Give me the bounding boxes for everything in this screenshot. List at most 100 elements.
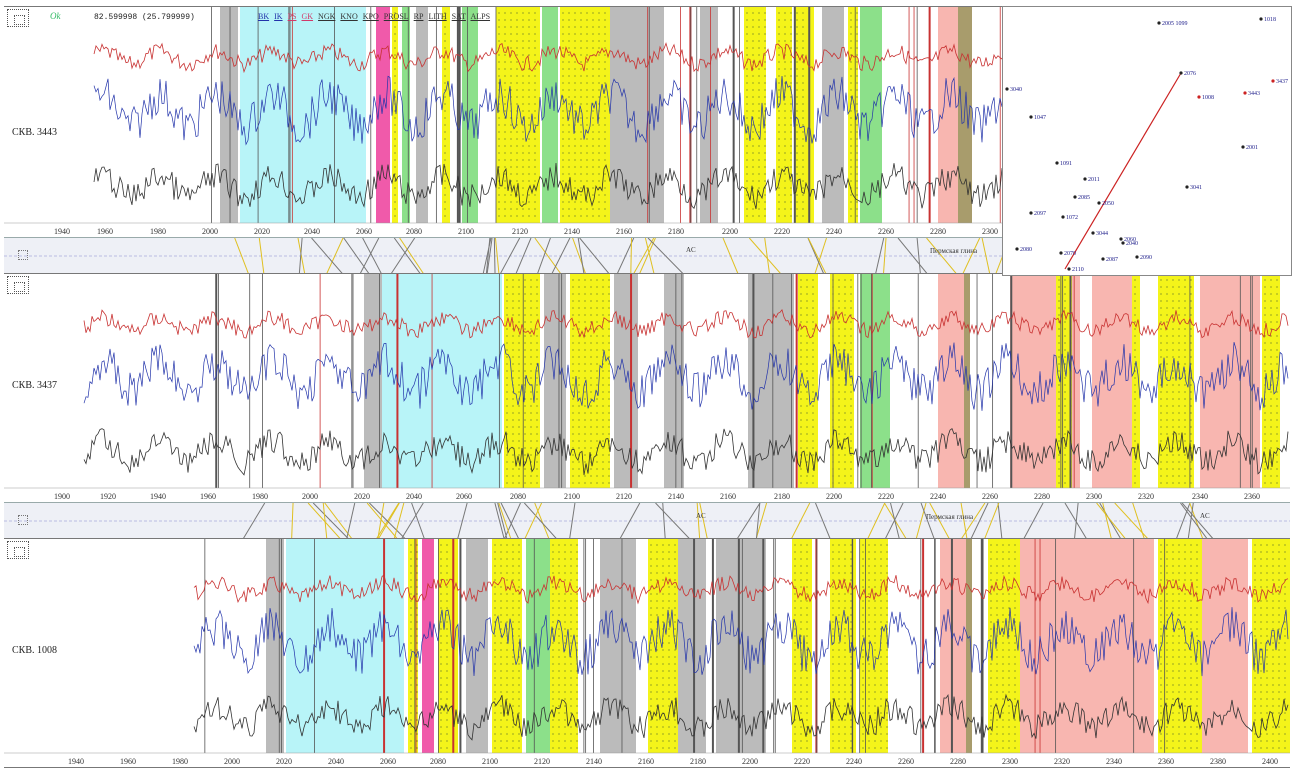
facies-dot <box>524 398 526 400</box>
facies-dot <box>650 726 652 728</box>
facies-dot <box>796 68 798 70</box>
log-plot-3443[interactable]: 1940 1960 1980 2000 2020 2040 2060 2080 2100 2120… <box>4 7 1290 237</box>
curve-tab[interactable]: NGK <box>318 12 336 21</box>
facies-dot <box>862 593 864 595</box>
facies-dot <box>578 307 580 309</box>
correlation-line <box>485 238 491 274</box>
facies-dot <box>1184 293 1186 295</box>
facies-dot <box>498 12 500 14</box>
curve-tab[interactable]: PROSL <box>383 12 409 21</box>
correlation-line <box>929 503 950 539</box>
curve-tab[interactable]: KPO <box>362 12 379 21</box>
facies-dot <box>1196 684 1198 686</box>
track-select-icon[interactable] <box>7 276 29 294</box>
facies-dot <box>506 286 508 288</box>
facies-dot <box>598 12 600 14</box>
curve-tab[interactable]: BK <box>258 12 270 21</box>
map-plot[interactable]: 2005 10991018207610083443304010473437200… <box>1003 7 1291 275</box>
facies-dot <box>806 307 808 309</box>
facies-dot <box>862 705 864 707</box>
facies-dot <box>812 286 814 288</box>
facies-dot <box>1254 740 1256 742</box>
curve-tab[interactable]: RP <box>413 12 424 21</box>
depth-tick-label: 2160 <box>638 757 654 766</box>
curve-tab[interactable]: GK <box>301 12 314 21</box>
facies-dot <box>1266 649 1268 651</box>
facies-dot <box>662 740 664 742</box>
facies-band <box>664 274 684 488</box>
facies-dot <box>674 684 676 686</box>
log-plot-1008[interactable]: 1940 1960 1980 2000 2020 2040 2060 2080 2100 2120… <box>4 539 1290 767</box>
correlation-line <box>366 503 398 539</box>
facies-dot <box>844 440 846 442</box>
facies-dot <box>512 705 514 707</box>
facies-dot <box>1284 684 1286 686</box>
facies-dot <box>494 600 496 602</box>
facies-dot <box>886 544 888 546</box>
facies-dot <box>990 642 992 644</box>
facies-dot <box>662 670 664 672</box>
facies-dot <box>512 663 514 665</box>
facies-dot <box>1260 705 1262 707</box>
facies-dot <box>446 747 448 749</box>
facies-dot <box>516 159 518 161</box>
facies-dot <box>1178 607 1180 609</box>
facies-dot <box>572 468 574 470</box>
facies-dot <box>1276 398 1278 400</box>
facies-dot <box>844 335 846 337</box>
well-location-map[interactable]: 2005 1099 1018 2076 1008 3443 3040 1047 3437 200… <box>1002 6 1292 276</box>
facies-dot <box>1284 649 1286 651</box>
facies-dot <box>512 600 514 602</box>
facies-dot <box>1184 572 1186 574</box>
facies-dot <box>758 117 760 119</box>
facies-dot <box>1266 684 1268 686</box>
facies-dot <box>990 635 992 637</box>
facies-dot <box>572 426 574 428</box>
facies-dot <box>1254 551 1256 553</box>
facies-dot <box>802 208 804 210</box>
map-well-label: 2070 <box>1064 251 1076 257</box>
facies-dot <box>572 279 574 281</box>
facies-dot <box>832 607 834 609</box>
correlation-strip-2[interactable]: AC Пермская глина AC <box>4 502 1290 540</box>
facies-dot <box>604 208 606 210</box>
facies-dot <box>506 377 508 379</box>
curve-tab[interactable]: IK <box>274 12 283 21</box>
facies-dot <box>844 342 846 344</box>
curve-tab[interactable]: KNO <box>340 12 358 21</box>
facies-dot <box>1008 593 1010 595</box>
facies-dot <box>850 593 852 595</box>
curve-tab[interactable]: LITH <box>428 12 447 21</box>
facies-dot <box>850 201 852 203</box>
facies-dot <box>562 124 564 126</box>
facies-dot <box>784 138 786 140</box>
curve-tab[interactable]: PS <box>287 12 297 21</box>
well-track-3437[interactable]: 1900 1920 1940 1960 1980 2000 2020 2040 2060 2080… <box>4 273 1290 503</box>
facies-dot <box>812 391 814 393</box>
correlation-line <box>755 503 761 539</box>
facies-dot <box>764 68 766 70</box>
curve-tab[interactable]: SAT <box>451 12 466 21</box>
facies-dot <box>746 180 748 182</box>
correlation-lines-2 <box>4 503 1290 539</box>
facies-dot <box>592 47 594 49</box>
strip-select-icon[interactable] <box>18 515 28 525</box>
facies-dot <box>800 712 802 714</box>
track-select-icon[interactable] <box>7 541 29 559</box>
facies-dot <box>524 356 526 358</box>
strip-select-icon[interactable] <box>18 250 28 260</box>
facies-dot <box>512 342 514 344</box>
facies-dot <box>880 600 882 602</box>
facies-dot <box>518 635 520 637</box>
curve-tab[interactable]: ALPS <box>470 12 491 21</box>
log-plot-3437[interactable]: 1900 1920 1940 1960 1980 2000 2020 2040 2060 2080… <box>4 274 1290 502</box>
track-select-icon[interactable] <box>7 9 29 27</box>
facies-dot <box>516 103 518 105</box>
facies-dot <box>850 180 852 182</box>
facies-dot <box>1172 544 1174 546</box>
depth-tick-label: 1940 <box>150 492 166 501</box>
facies-dot <box>530 349 532 351</box>
facies-dot <box>806 705 808 707</box>
well-track-1008[interactable]: 1940 1960 1980 2000 2020 2040 2060 2080 2100 2120… <box>4 538 1290 768</box>
facies-dot <box>796 40 798 42</box>
